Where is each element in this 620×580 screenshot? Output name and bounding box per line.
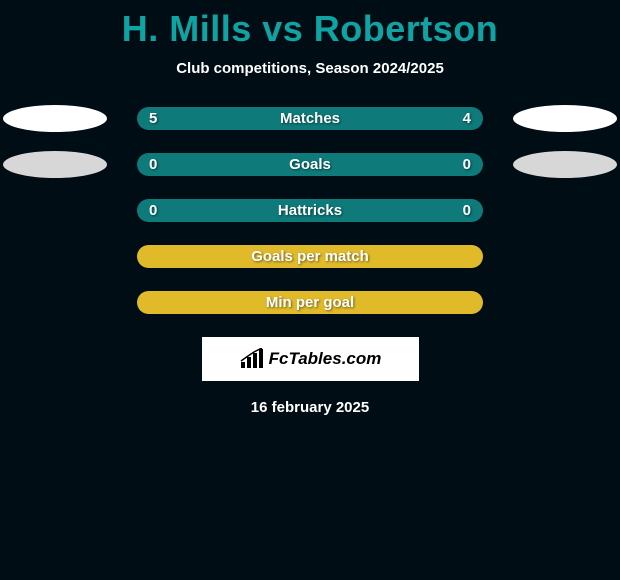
stat-row-goals: 0 Goals 0 — [0, 153, 620, 176]
page-title: H. Mills vs Robertson — [0, 0, 620, 50]
date-text: 16 february 2025 — [0, 399, 620, 416]
stats-container: 5 Matches 4 0 Goals 0 0 Hattricks 0 Goal… — [0, 107, 620, 314]
stat-left-value: 5 — [149, 110, 157, 127]
left-ellipse — [3, 151, 107, 178]
stat-label: Goals — [137, 156, 483, 173]
stat-pill: Goals per match — [137, 245, 483, 268]
stat-right-value: 0 — [463, 156, 471, 173]
stat-pill: 0 Goals 0 — [137, 153, 483, 176]
bars-icon — [239, 348, 265, 370]
stat-pill: Min per goal — [137, 291, 483, 314]
stat-row-goals-per-match: Goals per match — [0, 245, 620, 268]
stat-row-hattricks: 0 Hattricks 0 — [0, 199, 620, 222]
brand-box: FcTables.com — [202, 337, 419, 381]
stat-left-value: 0 — [149, 156, 157, 173]
stat-label: Matches — [137, 110, 483, 127]
stat-pill: 5 Matches 4 — [137, 107, 483, 130]
brand-text: FcTables.com — [269, 349, 382, 369]
stat-pill: 0 Hattricks 0 — [137, 199, 483, 222]
right-ellipse — [513, 151, 617, 178]
stat-label: Min per goal — [137, 294, 483, 311]
stat-left-value: 0 — [149, 202, 157, 219]
subtitle: Club competitions, Season 2024/2025 — [0, 60, 620, 77]
stat-label: Hattricks — [137, 202, 483, 219]
stat-label: Goals per match — [137, 248, 483, 265]
stat-row-min-per-goal: Min per goal — [0, 291, 620, 314]
stat-right-value: 0 — [463, 202, 471, 219]
left-ellipse — [3, 105, 107, 132]
right-ellipse — [513, 105, 617, 132]
stat-right-value: 4 — [463, 110, 471, 127]
stat-row-matches: 5 Matches 4 — [0, 107, 620, 130]
